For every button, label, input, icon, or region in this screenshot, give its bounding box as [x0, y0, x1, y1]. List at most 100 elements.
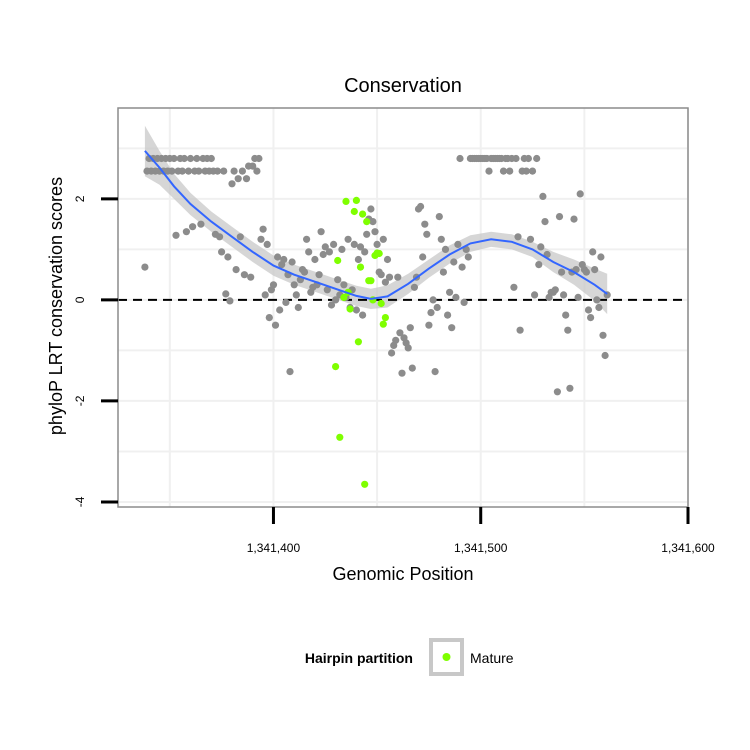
- data-point: [522, 167, 530, 175]
- data-point: [539, 192, 547, 200]
- data-point: [394, 273, 402, 281]
- data-point: [425, 321, 433, 329]
- confidence-band: [144, 125, 608, 315]
- data-point: [383, 255, 392, 264]
- mature-point: [336, 433, 344, 441]
- data-point: [242, 175, 251, 183]
- data-point: [253, 167, 261, 175]
- legend-label-mature: Mature: [470, 650, 514, 666]
- data-point: [429, 296, 437, 304]
- data-point: [186, 154, 195, 163]
- data-point: [392, 336, 400, 344]
- data-point: [599, 331, 607, 339]
- data-point: [359, 311, 367, 319]
- data-point: [553, 388, 562, 396]
- data-point: [332, 296, 340, 304]
- mature-point: [363, 218, 371, 226]
- legend: Hairpin partition Mature: [305, 638, 514, 676]
- x-tick-label: 1,341,400: [247, 541, 301, 555]
- mature-point: [367, 277, 375, 285]
- data-point: [589, 248, 597, 256]
- data-point: [330, 240, 338, 248]
- data-point: [456, 154, 464, 163]
- data-point: [533, 154, 541, 163]
- data-point: [555, 213, 564, 221]
- data-point: [528, 167, 537, 175]
- data-point: [439, 268, 447, 276]
- mature-point: [356, 263, 365, 271]
- data-point: [195, 167, 203, 175]
- data-point: [404, 344, 412, 352]
- data-point: [584, 306, 593, 314]
- y-tick-label: 0: [73, 296, 87, 303]
- data-point: [363, 230, 371, 238]
- data-point: [172, 231, 180, 239]
- data-point: [325, 248, 333, 256]
- data-point: [226, 297, 234, 305]
- data-point: [240, 271, 248, 279]
- data-point: [454, 240, 462, 248]
- data-point: [381, 278, 389, 286]
- data-point: [234, 175, 242, 183]
- data-point: [526, 235, 535, 243]
- data-point: [315, 271, 323, 279]
- mature-point: [332, 363, 340, 371]
- data-point: [238, 167, 246, 175]
- data-point: [170, 154, 178, 163]
- x-tick-label: 1,341,600: [661, 541, 715, 555]
- data-point: [168, 167, 176, 175]
- data-point: [560, 291, 568, 299]
- mature-point: [381, 314, 389, 322]
- data-point: [178, 167, 186, 175]
- data-point: [213, 167, 222, 175]
- data-point: [361, 248, 369, 256]
- data-point: [379, 235, 387, 243]
- data-point: [334, 276, 342, 284]
- legend-key-mature: [442, 653, 451, 661]
- plot-panel: [117, 107, 689, 508]
- data-point: [564, 326, 572, 334]
- data-point: [452, 293, 460, 301]
- data-point: [448, 324, 456, 332]
- data-point: [189, 223, 197, 231]
- data-point: [551, 286, 559, 294]
- mature-point: [354, 338, 362, 346]
- data-point: [460, 298, 468, 306]
- y-tick-label: 2: [73, 195, 87, 202]
- data-point: [595, 303, 603, 312]
- smooth-line: [144, 150, 608, 300]
- chart-title: Conservation: [344, 75, 462, 97]
- data-point: [450, 258, 458, 266]
- data-point: [558, 268, 566, 276]
- data-point: [524, 154, 533, 163]
- data-point: [265, 314, 273, 322]
- data-point: [419, 253, 427, 261]
- data-point: [356, 243, 365, 251]
- data-point: [531, 291, 539, 299]
- data-point: [417, 202, 425, 211]
- data-point: [193, 154, 201, 163]
- data-point: [410, 283, 418, 291]
- x-axis-title: Genomic Position: [332, 564, 473, 584]
- data-point: [232, 266, 240, 274]
- data-point: [292, 291, 300, 299]
- data-point: [574, 293, 582, 301]
- mature-point: [342, 197, 350, 205]
- data-point: [433, 303, 441, 312]
- data-point: [269, 281, 278, 289]
- data-point: [367, 205, 375, 213]
- data-point: [464, 253, 472, 261]
- data-point: [385, 273, 394, 281]
- panel-border: [117, 107, 689, 508]
- data-point: [288, 258, 296, 266]
- data-point: [597, 253, 605, 261]
- mature-point: [361, 480, 369, 488]
- data-point: [141, 263, 149, 271]
- mature-point: [340, 293, 348, 301]
- data-point: [408, 364, 416, 372]
- data-point: [317, 228, 325, 236]
- mature-point: [350, 207, 358, 216]
- data-point: [587, 314, 595, 322]
- data-point: [286, 368, 294, 376]
- data-point: [352, 306, 360, 314]
